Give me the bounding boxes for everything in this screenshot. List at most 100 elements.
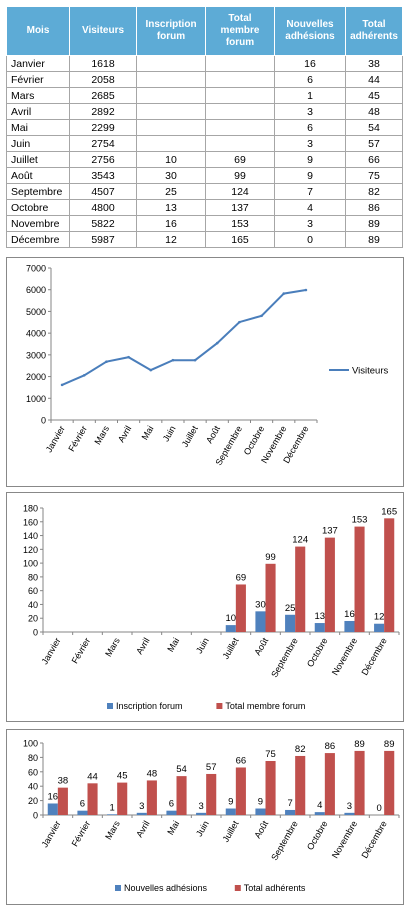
bar-inscription-forum xyxy=(255,611,266,632)
cell-total-adherents: 89 xyxy=(345,231,403,248)
cell-inscription-forum xyxy=(136,87,206,104)
y-tick-label: 100 xyxy=(23,559,38,569)
bar-inscription-forum xyxy=(225,625,236,632)
legend-swatch-total-membre-forum xyxy=(216,703,223,709)
cell-total-adherents: 75 xyxy=(345,167,403,184)
cell-total-membre-forum xyxy=(205,103,275,120)
y-tick-label: 40 xyxy=(28,600,38,610)
cell-total-membre-forum: 137 xyxy=(205,199,275,216)
data-label-total-adherents: 45 xyxy=(117,771,128,782)
x-tick-label: Août xyxy=(252,819,270,840)
cell-mois: Octobre xyxy=(6,199,70,216)
x-tick-label: Octobre xyxy=(305,819,330,852)
y-tick-label: 160 xyxy=(23,517,38,527)
y-tick-label: 3000 xyxy=(26,350,46,360)
y-tick-label: 6000 xyxy=(26,285,46,295)
x-tick-label: Mars xyxy=(103,636,122,659)
cell-mois: Septembre xyxy=(6,183,70,200)
x-tick-label: Septembre xyxy=(269,819,300,862)
cell-mois: Août xyxy=(6,167,70,184)
cell-total-adherents: 82 xyxy=(345,183,403,200)
data-label-inscription-forum: 16 xyxy=(344,609,355,620)
bar-nouvelles-adhesions xyxy=(225,808,236,815)
cell-mois: Février xyxy=(6,71,70,88)
y-tick-label: 40 xyxy=(28,782,38,792)
cell-visiteurs: 4800 xyxy=(69,199,137,216)
series-line-visiteurs xyxy=(61,289,307,386)
cell-nouvelles-adhesions: 1 xyxy=(274,87,346,104)
table-row: Août 3543 30 99 9 75 xyxy=(6,167,403,184)
data-label-inscription-forum: 12 xyxy=(374,612,385,623)
cell-nouvelles-adhesions: 16 xyxy=(274,55,346,72)
bar-total-adherents xyxy=(176,776,187,815)
x-tick-label: Novembre xyxy=(330,636,359,677)
cell-inscription-forum: 25 xyxy=(136,183,206,200)
cell-total-membre-forum xyxy=(205,55,275,72)
table-row: Octobre 4800 13 137 4 86 xyxy=(6,199,403,216)
x-tick-label: Juillet xyxy=(180,424,200,449)
x-tick-label: Mai xyxy=(165,819,181,837)
bar-total-adherents xyxy=(206,773,217,815)
cell-nouvelles-adhesions: 9 xyxy=(274,167,346,184)
data-label-nouvelles-adhesions: 16 xyxy=(48,791,59,802)
cell-nouvelles-adhesions: 3 xyxy=(274,103,346,120)
cell-mois: Mai xyxy=(6,119,70,136)
data-label-nouvelles-adhesions: 3 xyxy=(139,801,144,812)
bar-total-adherents xyxy=(265,761,276,815)
data-label-nouvelles-adhesions: 4 xyxy=(317,800,322,811)
data-label-total-adherents: 75 xyxy=(265,749,276,760)
x-tick-label: Août xyxy=(204,424,222,445)
x-tick-label: Janvier xyxy=(39,819,62,849)
data-point-visiteurs xyxy=(304,288,308,292)
y-tick-label: 80 xyxy=(28,753,38,763)
table-row: Juillet 2756 10 69 9 66 xyxy=(6,151,403,168)
data-point-visiteurs xyxy=(82,374,86,377)
cell-nouvelles-adhesions: 7 xyxy=(274,183,346,200)
data-label-total-membre-forum: 165 xyxy=(381,506,397,517)
cell-visiteurs: 2892 xyxy=(69,103,137,120)
cell-inscription-forum: 12 xyxy=(136,231,206,248)
data-label-total-membre-forum: 153 xyxy=(352,515,368,526)
legend-swatch-nouvelles-adhesions xyxy=(115,885,121,891)
x-tick-label: Juin xyxy=(194,819,211,838)
cell-mois: Juin xyxy=(6,135,70,152)
data-label-nouvelles-adhesions: 3 xyxy=(347,801,352,812)
x-tick-label: Juillet xyxy=(220,819,240,844)
x-tick-label: Octobre xyxy=(305,636,330,669)
cell-inscription-forum xyxy=(136,103,206,120)
cell-total-membre-forum: 69 xyxy=(205,151,275,168)
data-label-total-membre-forum: 99 xyxy=(265,552,276,563)
legend-label-total-adherents: Total adhérents xyxy=(244,883,306,893)
bar-chart-forum-svg: 0 20 40 60 80 100 120 140 160 180 Janvier Février Ma… xyxy=(23,504,400,711)
y-tick-label: 60 xyxy=(28,586,38,596)
cell-inscription-forum xyxy=(136,135,206,152)
bar-total-membre-forum xyxy=(295,546,306,632)
data-label-total-adherents: 66 xyxy=(236,755,247,766)
data-point-visiteurs xyxy=(193,358,197,362)
bar-nouvelles-adhesions xyxy=(77,810,88,815)
cell-total-membre-forum: 165 xyxy=(205,231,275,248)
bar-total-adherents xyxy=(57,787,68,815)
bar-nouvelles-adhesions xyxy=(107,814,118,815)
data-point-visiteurs xyxy=(171,358,175,362)
cell-nouvelles-adhesions: 4 xyxy=(274,199,346,216)
legend-label-inscription-forum: Inscription forum xyxy=(116,701,183,711)
x-tick-label: Juillet xyxy=(220,636,240,661)
cell-total-membre-forum: 153 xyxy=(205,215,275,232)
header-nouvelles-adhesions: Nouvelles adhésions xyxy=(274,6,346,56)
y-tick-label: 80 xyxy=(28,572,38,582)
bar-total-adherents xyxy=(324,753,335,815)
data-label-total-adherents: 38 xyxy=(58,776,69,787)
cell-total-membre-forum xyxy=(205,119,275,136)
x-tick-label: Mars xyxy=(92,424,111,447)
y-tick-label: 120 xyxy=(23,545,38,555)
cell-total-adherents: 38 xyxy=(345,55,403,72)
bar-total-membre-forum xyxy=(324,537,335,632)
table-row: Novembre 5822 16 153 3 89 xyxy=(6,215,403,232)
cell-total-adherents: 89 xyxy=(345,215,403,232)
table-row: Juin 2754 3 57 xyxy=(6,135,403,152)
line-chart-svg: 0 1000 2000 3000 4000 5000 6000 7000 Janvier Févr… xyxy=(26,264,389,468)
y-tick-label: 5000 xyxy=(26,307,46,317)
data-label-total-adherents: 82 xyxy=(295,744,306,755)
cell-total-membre-forum xyxy=(205,135,275,152)
